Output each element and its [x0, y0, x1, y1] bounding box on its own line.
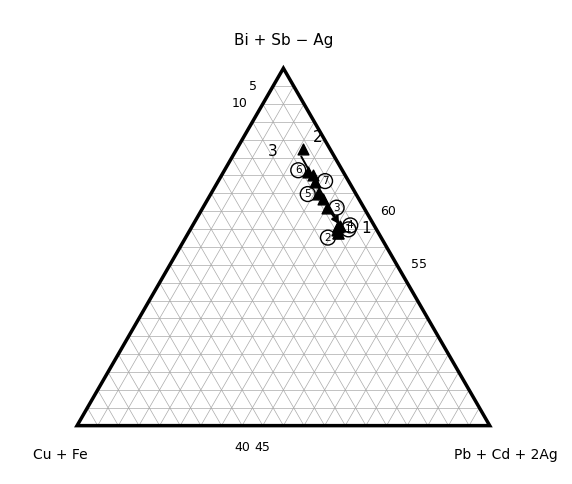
Text: 10: 10 [231, 97, 247, 110]
Text: 7: 7 [322, 176, 328, 186]
Point [308, 172, 317, 180]
Point [299, 145, 308, 152]
Text: 1: 1 [345, 225, 352, 234]
Text: 55: 55 [411, 258, 427, 272]
Text: Pb + Cd + 2Ag: Pb + Cd + 2Ag [454, 448, 558, 462]
Point [333, 229, 343, 237]
Point [313, 190, 322, 198]
Point [318, 195, 327, 203]
Point [304, 168, 313, 176]
Text: 60: 60 [380, 205, 396, 218]
Point [333, 226, 342, 234]
Text: 4: 4 [347, 220, 353, 230]
Text: 1: 1 [361, 221, 371, 236]
Text: 3: 3 [333, 203, 340, 212]
Point [333, 224, 343, 231]
Text: 5: 5 [249, 80, 257, 92]
Text: 3: 3 [268, 144, 277, 159]
Point [311, 178, 320, 186]
Text: Bi + Sb − Ag: Bi + Sb − Ag [234, 32, 333, 47]
Text: 2: 2 [313, 130, 323, 145]
Point [336, 222, 345, 230]
Text: 6: 6 [295, 165, 301, 175]
Text: 40: 40 [234, 441, 250, 454]
Text: 5: 5 [304, 189, 311, 199]
Point [333, 229, 343, 237]
Point [322, 204, 331, 212]
Text: 2: 2 [325, 233, 331, 242]
Text: Cu + Fe: Cu + Fe [33, 448, 88, 462]
Point [333, 222, 343, 229]
Text: 45: 45 [255, 441, 271, 454]
